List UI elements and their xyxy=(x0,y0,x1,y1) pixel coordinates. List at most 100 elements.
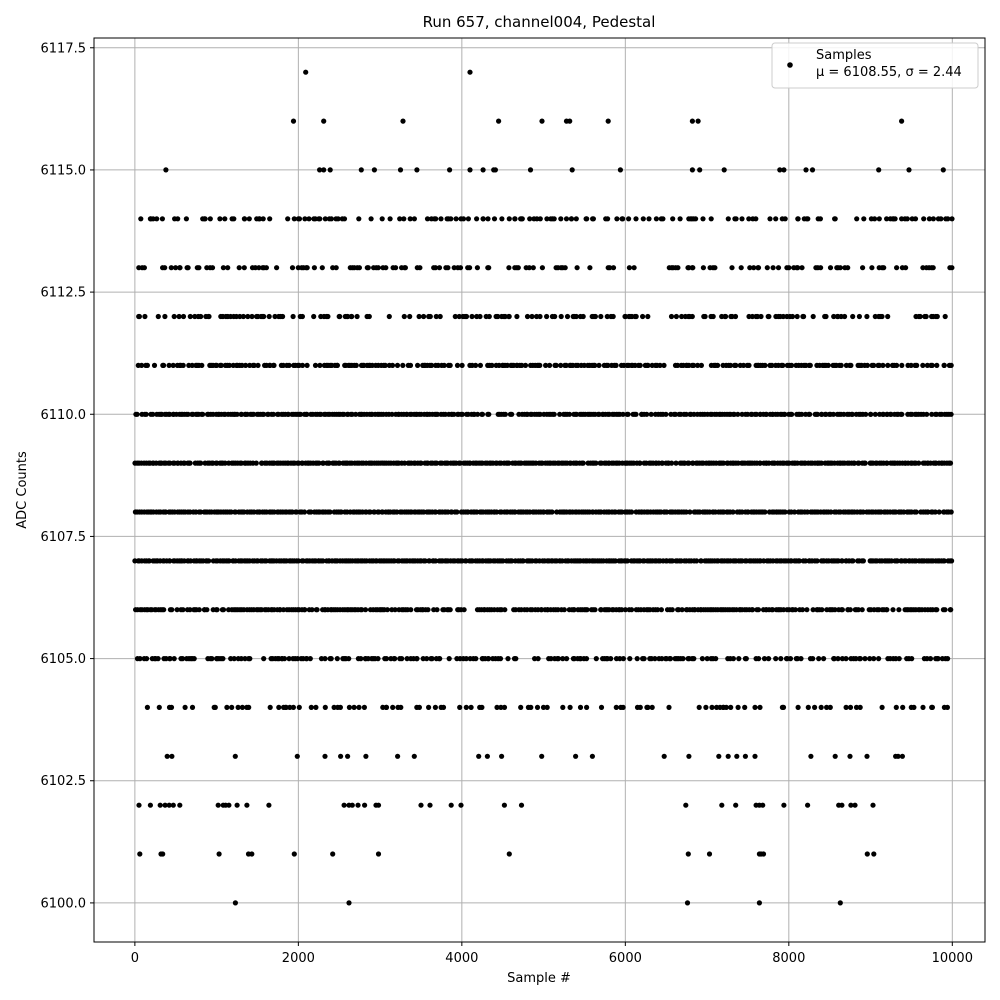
legend: Samples μ = 6108.55, σ = 2.44 xyxy=(771,42,979,89)
data-point xyxy=(721,167,727,173)
data-point xyxy=(392,656,398,662)
data-point xyxy=(686,460,692,466)
data-point xyxy=(359,607,365,613)
data-point xyxy=(850,313,856,320)
data-point xyxy=(295,558,301,564)
data-point xyxy=(467,167,473,173)
data-point xyxy=(513,656,519,662)
y-tick-label: 6115.0 xyxy=(41,163,87,178)
data-point xyxy=(825,362,831,368)
data-point xyxy=(929,411,935,417)
data-point xyxy=(341,802,347,808)
data-point xyxy=(346,704,352,711)
data-point xyxy=(686,753,692,759)
data-point xyxy=(514,313,520,320)
data-point xyxy=(839,802,845,808)
data-point xyxy=(695,362,701,368)
data-point xyxy=(561,607,567,613)
data-point xyxy=(177,802,183,808)
data-point xyxy=(539,753,545,759)
data-point xyxy=(689,118,696,124)
data-point xyxy=(934,362,940,368)
data-point xyxy=(299,313,305,320)
data-point xyxy=(770,607,776,613)
data-point xyxy=(202,216,208,222)
data-point xyxy=(226,558,232,564)
data-point xyxy=(204,607,210,613)
data-point xyxy=(456,313,462,320)
data-point xyxy=(138,216,144,222)
data-point xyxy=(266,802,272,808)
data-point xyxy=(573,313,579,320)
data-point xyxy=(454,509,460,515)
axis-ticks: 0 2000 4000 6000 8000 10000 6100.0 6102.5 6105.0… xyxy=(41,41,973,966)
data-point xyxy=(261,411,267,417)
data-point xyxy=(296,704,302,711)
data-point xyxy=(549,509,555,515)
data-point xyxy=(634,656,640,662)
data-point xyxy=(613,362,619,368)
data-point xyxy=(794,313,800,320)
data-point xyxy=(199,362,205,368)
data-point xyxy=(303,69,309,75)
data-point xyxy=(740,362,747,368)
data-point xyxy=(942,607,948,613)
data-point xyxy=(896,607,902,613)
data-point xyxy=(441,362,447,368)
data-point xyxy=(206,313,212,320)
data-point xyxy=(505,656,511,662)
data-point xyxy=(473,656,479,662)
data-point xyxy=(317,167,323,173)
data-point xyxy=(448,216,454,222)
data-point xyxy=(509,411,515,417)
data-point xyxy=(655,607,661,613)
data-point xyxy=(640,313,646,320)
data-point xyxy=(267,216,273,222)
data-point xyxy=(392,607,398,613)
data-point xyxy=(451,411,457,417)
data-point xyxy=(694,558,700,564)
data-point xyxy=(949,558,955,564)
data-point xyxy=(312,216,318,222)
data-point xyxy=(504,362,510,368)
data-point xyxy=(180,607,186,613)
data-point xyxy=(902,216,908,222)
data-point xyxy=(558,362,564,368)
data-point xyxy=(645,313,651,320)
data-point xyxy=(730,509,736,515)
data-point xyxy=(624,558,631,564)
data-point xyxy=(311,313,317,320)
data-point xyxy=(151,362,158,368)
data-point xyxy=(263,265,269,271)
data-point xyxy=(548,656,554,662)
data-point xyxy=(436,265,443,271)
data-point xyxy=(431,216,438,222)
data-point xyxy=(747,265,753,271)
data-point xyxy=(847,704,854,711)
data-point xyxy=(767,216,773,222)
data-point xyxy=(831,313,837,320)
data-point xyxy=(501,704,508,711)
data-point xyxy=(687,509,693,515)
data-point xyxy=(584,216,590,222)
data-point xyxy=(321,167,327,173)
data-point xyxy=(285,411,291,417)
data-point xyxy=(334,362,340,368)
data-point xyxy=(619,607,625,613)
data-point xyxy=(434,607,440,613)
data-point xyxy=(241,265,247,271)
data-point xyxy=(709,704,715,711)
data-point xyxy=(941,362,947,368)
data-point xyxy=(222,216,228,222)
data-point xyxy=(467,265,473,271)
data-point xyxy=(155,656,161,662)
data-point xyxy=(864,753,870,759)
data-point xyxy=(346,656,352,662)
data-point xyxy=(174,607,180,613)
data-point xyxy=(434,460,440,466)
data-point xyxy=(558,216,564,222)
data-point xyxy=(613,704,619,711)
data-point xyxy=(580,313,586,320)
data-point xyxy=(812,704,818,711)
data-point xyxy=(401,216,407,222)
